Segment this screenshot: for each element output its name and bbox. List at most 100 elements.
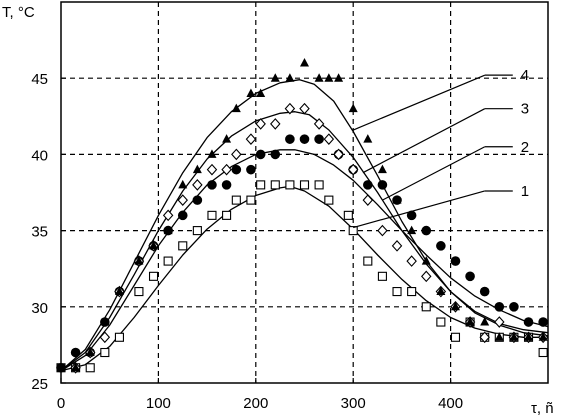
series-1-point — [85, 363, 95, 373]
series-1-point — [436, 317, 446, 327]
series-4-point — [450, 301, 460, 311]
series-3-point — [313, 118, 325, 130]
series-4-point — [480, 317, 490, 326]
series-1-point — [207, 210, 217, 220]
series-1-point — [148, 271, 159, 281]
series-4-point — [524, 332, 534, 341]
series-3-point — [270, 118, 281, 130]
series-3-point — [362, 194, 374, 206]
series-1-point — [421, 302, 431, 312]
annotation-leaders: 1 2 3 4 — [352, 67, 529, 229]
series-1-point — [450, 332, 461, 342]
x-axis-label: τ, ñ — [531, 400, 554, 417]
series-4-point — [407, 225, 417, 235]
series-4-point — [256, 88, 266, 97]
series-4-point — [149, 240, 159, 250]
x-tick-label: 100 — [146, 395, 171, 412]
series-4-point — [392, 195, 402, 204]
series-4-point — [100, 317, 110, 326]
series-1-point — [270, 180, 280, 190]
series-1-point — [285, 180, 295, 190]
series-2-point — [509, 302, 519, 312]
series-4-curve — [60, 79, 549, 372]
series-4-point — [85, 347, 95, 357]
axes — [60, 1, 549, 384]
markers — [56, 57, 549, 374]
y-tick-label: 35 — [31, 224, 48, 241]
y-tick-label: 25 — [31, 376, 48, 393]
series-1-point — [363, 256, 373, 266]
series-4-point — [246, 88, 256, 97]
annotation-3-leader — [362, 108, 486, 174]
series-4-point — [300, 57, 309, 67]
series-1-point — [314, 180, 324, 190]
series-1-point — [163, 256, 173, 266]
series-3-point — [231, 148, 242, 161]
annotation-2-leader — [382, 146, 486, 201]
series-4-point — [285, 73, 295, 82]
series-2-point — [465, 271, 475, 282]
series-3-point — [177, 194, 188, 206]
series-2-point — [231, 164, 242, 175]
series-2-point — [255, 149, 266, 160]
annotation-2-label: 2 — [521, 139, 529, 156]
tick-labels: 0 100 200 300 400 25 30 35 40 45 — [31, 71, 463, 412]
series-1-point — [348, 226, 358, 236]
series-1-point — [324, 195, 334, 205]
series-1-point — [222, 210, 232, 220]
series-4-point — [270, 73, 280, 82]
series-1-point — [407, 287, 417, 297]
series-3-point — [245, 133, 257, 145]
annotation-1-label: 1 — [521, 183, 529, 200]
series-3-point — [323, 133, 335, 145]
series-4-point — [538, 332, 548, 341]
series-3-point — [299, 102, 310, 115]
series-2-point — [70, 347, 81, 358]
series-3-point — [221, 163, 232, 176]
series-4-point — [207, 149, 217, 158]
series-2-point — [192, 195, 203, 205]
series-4-point — [71, 362, 81, 372]
series-2-point — [377, 180, 388, 190]
series-4-point — [465, 317, 475, 326]
series-1-point — [231, 195, 241, 205]
x-tick-label: 200 — [243, 395, 268, 412]
series-2-point — [421, 225, 432, 236]
series-4-point — [163, 225, 173, 235]
series-2-point — [207, 180, 217, 190]
series-1-point — [246, 195, 256, 205]
series-2-point — [538, 317, 548, 327]
y-axis-label: T, °C — [2, 4, 35, 21]
series-1-point — [377, 271, 387, 281]
series-2-point — [363, 180, 373, 190]
series-4-point — [134, 256, 144, 265]
series-2-point — [479, 286, 490, 297]
series-3-point — [206, 163, 218, 176]
series-4-point — [324, 73, 334, 82]
series-4-point — [348, 103, 358, 113]
series-1-point — [178, 241, 188, 251]
series-4-point — [363, 134, 373, 143]
series-4-point — [114, 286, 124, 296]
series-4-point — [421, 256, 431, 265]
series-4-point — [509, 332, 519, 341]
series-2-point — [270, 149, 281, 160]
series-4-point — [192, 164, 202, 174]
series-3-point — [192, 179, 203, 191]
curves — [60, 79, 549, 372]
series-3-point — [284, 102, 296, 115]
plot-frame — [60, 1, 549, 384]
series-2-curve — [60, 149, 549, 372]
series-1-point — [134, 287, 144, 297]
series-1-curve — [60, 185, 548, 372]
series-2-point — [285, 134, 295, 144]
series-4-point — [314, 73, 324, 82]
series-2-point — [494, 302, 505, 312]
series-2-point — [406, 210, 417, 221]
x-tick-label: 400 — [438, 395, 463, 412]
series-2-point — [523, 317, 534, 327]
series-3-point — [406, 255, 417, 267]
series-4-point — [377, 164, 387, 174]
series-1-point — [343, 210, 353, 220]
